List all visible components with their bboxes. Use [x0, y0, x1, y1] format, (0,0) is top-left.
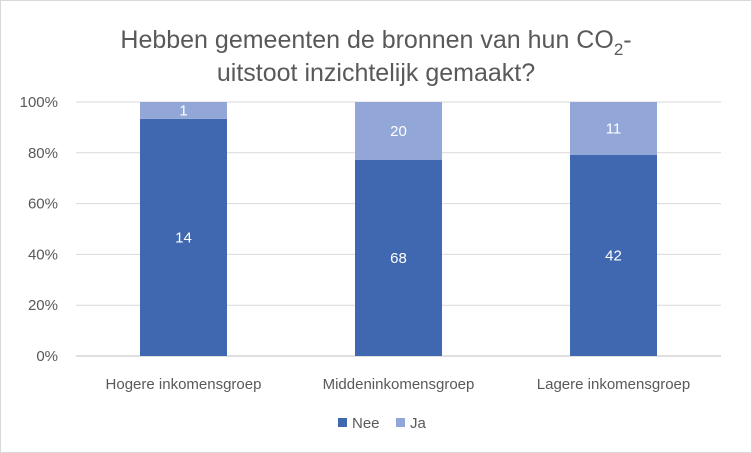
bars: 14 1 68 20 42 11 [140, 102, 657, 356]
x-tick-label: Hogere inkomensgroep [106, 376, 262, 393]
y-tick-label: 0% [36, 348, 58, 365]
data-label: 20 [390, 123, 407, 140]
y-tick-label: 40% [28, 246, 58, 263]
legend: Nee Ja [338, 415, 427, 432]
y-tick-label: 100% [20, 94, 58, 111]
data-label: 42 [605, 247, 622, 264]
y-tick-label: 20% [28, 297, 58, 314]
bar-segment-nee [570, 154, 657, 356]
data-label: 1 [179, 102, 187, 119]
x-tick-label: Lagere inkomensgroep [537, 376, 690, 393]
chart-title-line1: Hebben gemeenten de bronnen van hun CO2- [120, 26, 631, 59]
chart-title-line2: uitstoot inzichtelijk gemaakt? [217, 59, 535, 87]
chart-title-suffix: - [623, 26, 631, 54]
legend-label: Ja [410, 415, 427, 432]
bar-segment-nee [355, 159, 442, 356]
data-label: 11 [606, 120, 622, 137]
y-tick-label: 80% [28, 145, 58, 162]
x-axis: Hogere inkomensgroep Middeninkomensgroep L… [106, 376, 691, 393]
chart-title-subscript: 2 [614, 40, 623, 59]
bar-segment-nee [140, 118, 227, 356]
chart-title-prefix: Hebben gemeenten de bronnen van hun CO [120, 26, 613, 54]
bar-segment-ja [140, 102, 227, 119]
data-label: 14 [175, 229, 192, 246]
x-tick-label: Middeninkomensgroep [323, 376, 475, 393]
legend-swatch [338, 418, 347, 427]
legend-label: Nee [352, 415, 380, 432]
bar-segment-ja [570, 102, 657, 155]
y-axis: 0% 20% 40% 60% 80% 100% [20, 94, 58, 365]
legend-swatch [396, 418, 405, 427]
bar-segment-ja [355, 102, 442, 160]
y-tick-label: 60% [28, 196, 58, 213]
data-label: 68 [390, 250, 407, 267]
